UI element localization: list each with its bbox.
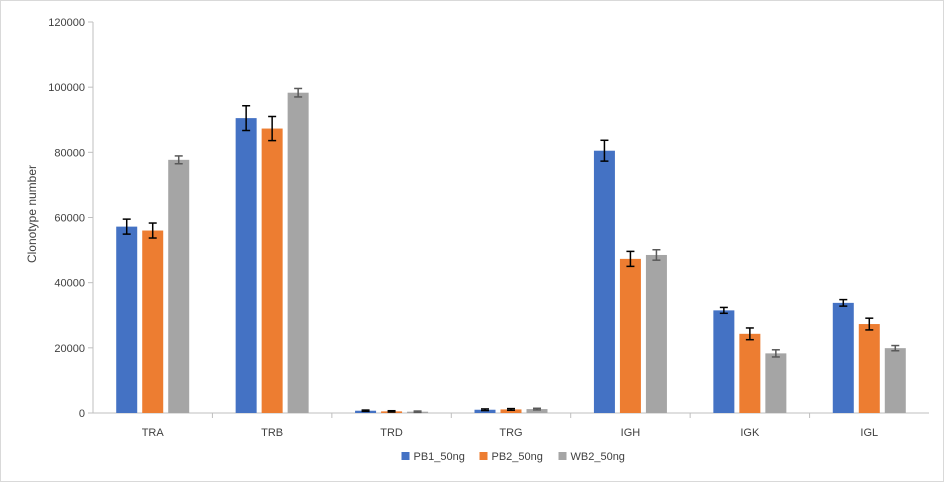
bar-WB2_50ng-TRG <box>526 409 548 413</box>
bar-WB2_50ng-IGL <box>884 348 906 413</box>
bar-WB2_50ng-TRA <box>168 159 190 413</box>
legend-label-WB2_50ng: WB2_50ng <box>571 451 625 463</box>
bar-PB1_50ng-TRA <box>116 226 138 413</box>
legend: PB1_50ng PB2_50ng WB2_50ng <box>401 451 625 463</box>
bar-WB2_50ng-TRB <box>287 92 309 413</box>
legend-swatch-PB1_50ng <box>401 452 410 460</box>
y-tick-label: 0 <box>79 408 85 420</box>
y-tick-label: 120000 <box>48 17 85 29</box>
error-bar-layer <box>122 87 900 414</box>
legend-swatch-PB2_50ng <box>479 452 488 460</box>
bar-layer <box>116 92 906 414</box>
bar-PB2_50ng-IGH <box>619 258 641 413</box>
bar-PB2_50ng-IGL <box>858 324 880 413</box>
bar-PB1_50ng-IGL <box>832 302 854 413</box>
x-category-label: IGL <box>860 427 878 439</box>
y-tick-label: 60000 <box>54 213 85 225</box>
y-tick-label: 20000 <box>54 343 85 355</box>
bar-PB2_50ng-IGK <box>739 333 761 413</box>
legend-label-PB2_50ng: PB2_50ng <box>492 451 543 463</box>
bar-PB1_50ng-TRB <box>235 118 257 413</box>
y-tick-label: 100000 <box>48 82 85 94</box>
x-category-label: TRG <box>499 427 522 439</box>
y-tick-label: 40000 <box>54 278 85 290</box>
bar-PB2_50ng-TRA <box>142 230 164 413</box>
bar-WB2_50ng-IGK <box>765 353 787 413</box>
y-tick-label: 80000 <box>54 147 85 159</box>
bar-PB2_50ng-TRB <box>261 128 283 414</box>
bar-PB1_50ng-IGK <box>713 310 735 413</box>
x-category-label: TRD <box>380 427 403 439</box>
x-category-label: TRA <box>142 427 165 439</box>
bar-PB2_50ng-TRG <box>500 409 522 413</box>
axis-layer: 0 20000 40000 60000 80000 100000 120000 TRA TRB T… <box>48 17 929 439</box>
x-category-label: IGH <box>621 427 641 439</box>
x-category-label: TRB <box>261 427 283 439</box>
y-axis-title: Clonotype number <box>25 165 39 263</box>
bar-PB1_50ng-TRG <box>474 409 496 413</box>
legend-swatch-WB2_50ng <box>558 452 567 460</box>
bar-PB1_50ng-IGH <box>593 150 615 413</box>
x-category-label: IGK <box>740 427 760 439</box>
legend-label-PB1_50ng: PB1_50ng <box>414 451 465 463</box>
bar-WB2_50ng-IGH <box>645 254 667 413</box>
